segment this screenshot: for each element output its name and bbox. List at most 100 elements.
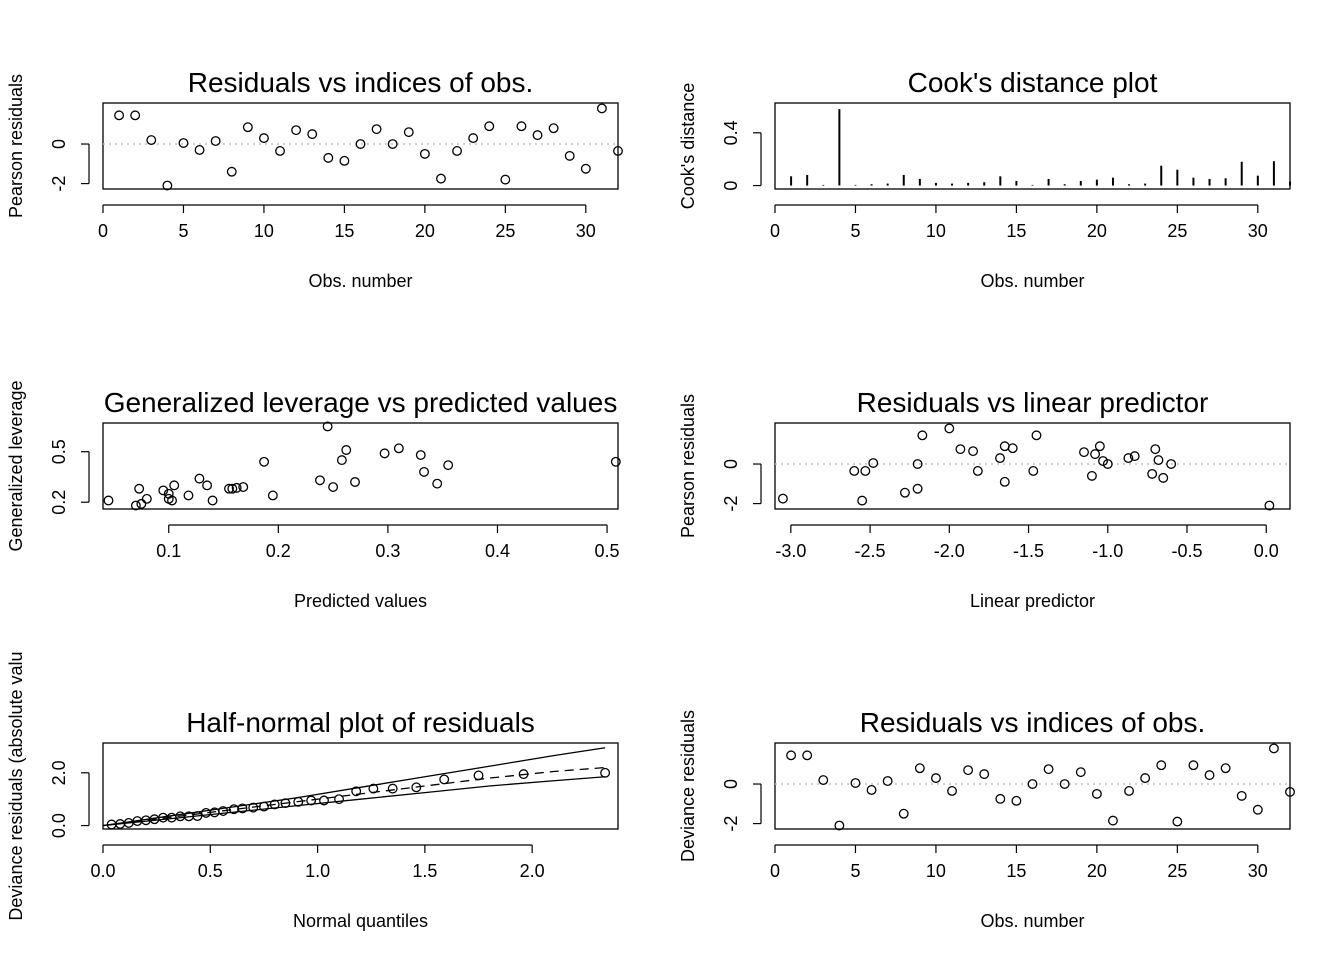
data-point <box>1086 470 1097 481</box>
data-point <box>849 465 860 476</box>
data-point <box>258 133 269 144</box>
y-axis-label: Generalized leverage <box>6 380 26 551</box>
data-point <box>130 500 141 511</box>
data-point <box>280 798 291 809</box>
x-tick-label: 20 <box>415 221 435 241</box>
plot-frame <box>774 742 1291 830</box>
data-point <box>516 121 527 132</box>
data-point <box>114 110 125 121</box>
data-point <box>882 776 893 787</box>
y-tick-label: 0.4 <box>721 120 741 145</box>
data-point <box>473 770 484 781</box>
x-tick-label: 0.0 <box>90 861 115 881</box>
data-point <box>600 767 611 778</box>
data-point <box>914 763 925 774</box>
panel-5: Half-normal plot of residuals 0.0 0.5 1.0 1.… <box>6 651 619 931</box>
data-point <box>269 799 280 810</box>
data-point <box>379 448 390 459</box>
chart-title: Cook's distance plot <box>908 67 1158 98</box>
y-tick-label: 0.0 <box>49 813 69 838</box>
plot-frame <box>102 742 619 830</box>
plot-frame <box>774 422 1291 510</box>
data-point <box>548 123 559 134</box>
data-point <box>291 125 302 136</box>
data-point <box>1108 815 1118 826</box>
data-point <box>995 793 1006 804</box>
data-point <box>1124 785 1135 796</box>
data-point <box>1011 795 1022 806</box>
data-point <box>802 750 813 761</box>
data-point <box>1129 451 1140 462</box>
y-axis-label: Cook's distance <box>678 83 698 210</box>
data-point <box>898 808 909 819</box>
data-point <box>866 785 877 795</box>
panel-4: Residuals vs linear predictor -3.0 -2.5 -2.… <box>678 387 1291 611</box>
data-point <box>146 135 157 146</box>
y-tick-label: -2 <box>49 176 69 192</box>
envelope-bound-line <box>102 776 606 827</box>
data-point <box>1166 459 1177 469</box>
y-tick-label: 2.0 <box>49 760 69 785</box>
data-point <box>1059 779 1070 789</box>
data-point <box>979 769 990 780</box>
x-tick-label: 15 <box>1006 861 1026 881</box>
plot-frame <box>774 102 1291 190</box>
data-point <box>259 456 270 467</box>
x-tick-label: 2.0 <box>520 861 545 881</box>
y-axis-label: Pearson residuals <box>678 394 698 538</box>
data-point <box>443 460 454 471</box>
panel-1: Residuals vs indices of obs. 0 5 10 15 20 25 30… <box>6 67 623 291</box>
data-point <box>322 421 333 432</box>
data-point <box>419 466 430 477</box>
data-point <box>226 166 237 177</box>
x-axis-label: Predicted values <box>294 591 427 611</box>
data-point <box>194 473 205 484</box>
data-point <box>315 475 325 486</box>
data-point <box>1028 465 1039 476</box>
x-axis-label: Obs. number <box>308 271 412 291</box>
data-point <box>580 163 591 174</box>
data-point <box>1204 770 1215 781</box>
x-tick-label: -1.5 <box>1013 541 1044 561</box>
y-tick-label: 0.5 <box>49 439 69 464</box>
data-point <box>899 487 910 498</box>
data-point <box>1156 760 1167 771</box>
data-point <box>411 782 422 793</box>
data-point <box>1150 444 1161 455</box>
x-tick-label: 15 <box>1006 221 1026 241</box>
x-axis-label: Obs. number <box>980 911 1084 931</box>
data-point <box>248 802 259 813</box>
data-point <box>484 121 495 132</box>
data-point <box>419 148 430 159</box>
y-tick-label: 0 <box>49 139 69 149</box>
data-point <box>202 480 213 491</box>
data-point <box>436 173 446 184</box>
x-tick-label: 0.0 <box>1254 541 1279 561</box>
x-tick-label: 0 <box>98 221 108 241</box>
x-tick-label: -0.5 <box>1171 541 1202 561</box>
data-point <box>136 498 147 509</box>
data-point <box>955 444 966 455</box>
data-point <box>207 495 218 506</box>
panel-3: Generalized leverage vs predicted values… <box>6 380 621 611</box>
x-tick-label: 10 <box>926 221 946 241</box>
data-point <box>178 138 189 148</box>
y-axis-label: Deviance residuals <box>678 710 698 862</box>
data-point <box>1027 779 1038 789</box>
data-point <box>1220 763 1231 774</box>
data-point <box>387 139 398 149</box>
data-point <box>1123 453 1134 464</box>
data-point <box>777 493 788 504</box>
data-point <box>237 803 248 814</box>
data-point <box>169 480 180 491</box>
x-tick-label: -1.0 <box>1092 541 1123 561</box>
y-tick-label: 0 <box>721 779 741 789</box>
data-point <box>972 465 983 476</box>
x-tick-label: 30 <box>576 221 596 241</box>
data-point <box>1079 447 1089 458</box>
data-point <box>1140 773 1151 784</box>
y-tick-label: -2 <box>721 816 741 832</box>
data-point <box>183 490 194 501</box>
data-point <box>267 490 278 501</box>
data-point <box>323 152 334 163</box>
